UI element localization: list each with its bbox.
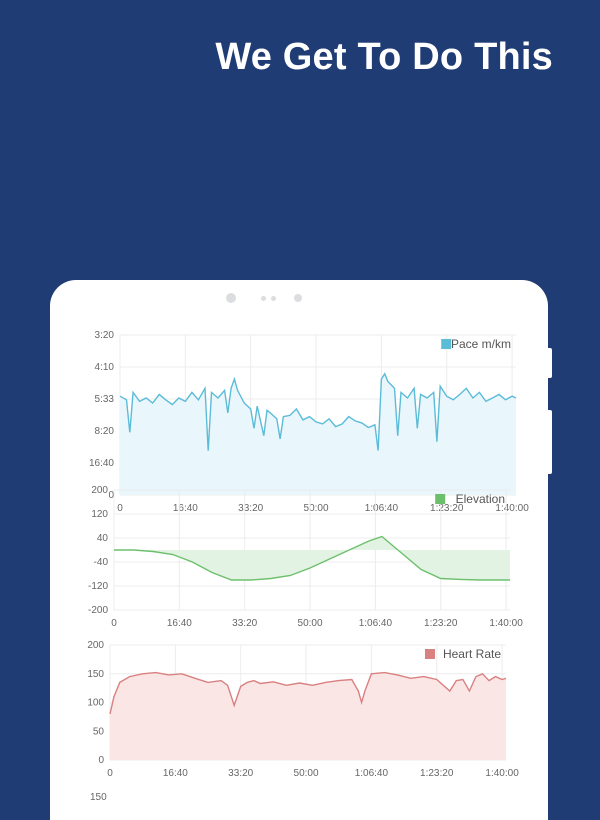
legend-swatch [441,339,452,349]
series-area [120,373,516,495]
x-tick-label: 16:40 [163,768,188,779]
x-tick-label: 1:23:20 [424,618,458,629]
volume-button [548,348,552,378]
x-tick-label: 50:00 [304,503,329,514]
y-tick-label: 5:33 [95,394,115,405]
x-tick-label: 1:06:40 [359,618,393,629]
y-tick-label: -120 [88,581,108,592]
x-tick-label: 16:40 [167,618,192,629]
x-tick-label: 16:40 [173,503,198,514]
y-tick-label: 16:40 [89,458,114,469]
y-tick-label: 0 [98,755,104,766]
headline: We Get To Do This [215,36,553,78]
series-line [119,372,517,451]
sensor-dot [261,296,266,301]
x-tick-label: 33:20 [238,503,263,514]
y-tick-label: 200 [87,640,104,651]
tablet-device: 3:20 4:10 5:33 8:20 16:40 0 0 16:40 33:20 50:00 1:… [50,280,552,820]
y-tick-label: -200 [88,605,108,616]
pace-chart: 3:20 4:10 5:33 8:20 16:40 00 16:40 33:20 50:00 1:… [89,330,529,514]
x-tick-label: 1:40:00 [489,618,523,629]
y-tick-label: 3:20 [95,330,115,341]
sensor-dot [271,296,276,301]
x-tick-label: 1:40:00 [495,503,529,514]
y-tick-label: 50 [93,726,105,737]
y-tick-label: 4:10 [95,362,115,373]
legend-label: Elevation [456,492,505,506]
series-line [109,671,507,715]
x-tick-label: 1:23:20 [430,503,464,514]
heart-rate-chart: 200 150 100 50 00 16:40 33:20 50:00 1:06:40 1:23:… [87,640,519,779]
power-button [548,410,552,474]
y-tick-label: 40 [97,533,109,544]
series-area [114,536,510,580]
x-tick-label: 33:20 [228,768,253,779]
y-tick-label: 150 [87,669,104,680]
x-tick-label: 33:20 [232,618,257,629]
x-tick-label: 1:06:40 [355,768,389,779]
series-line [114,535,510,581]
x-tick-label: 50:00 [294,768,319,779]
x-tick-label: 0 [117,503,123,514]
legend-swatch [425,649,435,659]
x-tick-label: 1:40:00 [485,768,519,779]
y-tick-label: -40 [94,557,109,568]
x-tick-label: 50:00 [298,618,323,629]
x-tick-label: 0 [107,768,113,779]
series-area [110,672,506,760]
sensor-dot [294,294,302,302]
x-tick-label: 1:06:40 [365,503,399,514]
x-tick-label: 0 [111,618,117,629]
legend-swatch [435,494,446,504]
legend-label: Heart Rate [443,647,501,661]
x-tick-label: 1:23:20 [420,768,454,779]
y-tick-label: 0 [108,490,114,501]
camera-icon [226,293,236,303]
y-tick-label: 8:20 [95,426,115,437]
y-tick-label: 100 [87,698,104,709]
y-tick-label: 120 [91,509,108,520]
legend-label: Pace m/km [451,337,511,351]
y-tick-label: 200 [91,485,108,496]
partial-chart-tick: 150 [90,792,107,803]
